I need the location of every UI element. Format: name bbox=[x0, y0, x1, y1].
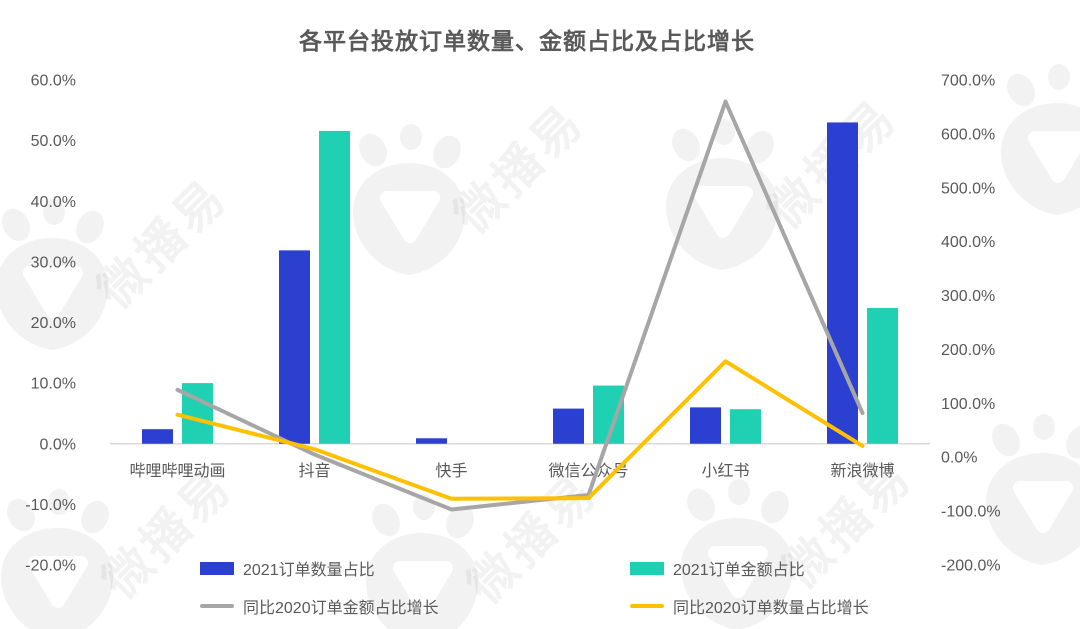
right-axis-tick: 200.0% bbox=[941, 342, 995, 359]
right-axis-tick: 300.0% bbox=[941, 288, 995, 305]
left-axis-tick: 50.0% bbox=[31, 133, 76, 150]
left-axis-tick: 40.0% bbox=[31, 194, 76, 211]
chart-title: 各平台投放订单数量、金额占比及占比增长 bbox=[299, 28, 755, 54]
legend-swatch-teal-bar bbox=[630, 561, 664, 575]
left-axis-tick: 30.0% bbox=[31, 254, 76, 271]
bar-2021订单数量占比 bbox=[553, 408, 584, 444]
legend-label: 同比2020订单金额占比增长 bbox=[243, 600, 439, 617]
legend-item-count-share-growth: 同比2020订单数量占比增长 bbox=[630, 596, 869, 617]
legend-label: 2021订单金额占比 bbox=[673, 562, 805, 579]
bar-2021订单数量占比 bbox=[690, 407, 721, 444]
right-axis-tick: 400.0% bbox=[941, 234, 995, 251]
bar-2021订单数量占比 bbox=[142, 429, 173, 444]
left-axis-tick: 20.0% bbox=[31, 315, 76, 332]
bar-2021订单金额占比 bbox=[867, 307, 898, 444]
right-axis-tick: -100.0% bbox=[941, 504, 1001, 521]
category-label: 抖音 bbox=[298, 462, 330, 480]
category-label: 小红书 bbox=[701, 462, 749, 480]
bar-2021订单金额占比 bbox=[730, 409, 761, 444]
legend-item-order-count-share: 2021订单数量占比 bbox=[200, 558, 375, 579]
category-label: 哔哩哔哩动画 bbox=[129, 462, 225, 480]
bar-2021订单数量占比 bbox=[416, 438, 447, 444]
left-axis-tick: 60.0% bbox=[31, 73, 76, 90]
category-label: 新浪微博 bbox=[830, 462, 894, 480]
right-axis-tick: 600.0% bbox=[941, 126, 995, 143]
right-axis-tick: 700.0% bbox=[941, 73, 995, 90]
legend-swatch-yellow-line bbox=[630, 604, 664, 608]
right-axis-tick: 100.0% bbox=[941, 396, 995, 413]
left-axis-tick: -20.0% bbox=[25, 558, 76, 575]
right-axis-tick: -200.0% bbox=[941, 558, 1001, 575]
left-axis-tick: 10.0% bbox=[31, 376, 76, 393]
line-同比2020订单数量占比增长 bbox=[175, 359, 865, 501]
category-label: 快手 bbox=[435, 462, 467, 480]
legend-label: 2021订单数量占比 bbox=[243, 562, 375, 579]
legend-item-order-amount-share: 2021订单金额占比 bbox=[630, 558, 805, 579]
right-axis-tick: 0.0% bbox=[941, 450, 977, 467]
legend-item-amount-share-growth: 同比2020订单金额占比增长 bbox=[200, 596, 439, 617]
right-axis-tick: 500.0% bbox=[941, 180, 995, 197]
legend-swatch-blue-bar bbox=[200, 561, 234, 575]
left-axis-tick: 0.0% bbox=[40, 436, 76, 453]
left-axis-tick: -10.0% bbox=[25, 497, 76, 514]
bar-2021订单数量占比 bbox=[279, 250, 310, 444]
legend-swatch-gray-line bbox=[200, 604, 234, 608]
legend-label: 同比2020订单数量占比增长 bbox=[673, 600, 869, 617]
bar-2021订单金额占比 bbox=[319, 130, 350, 444]
